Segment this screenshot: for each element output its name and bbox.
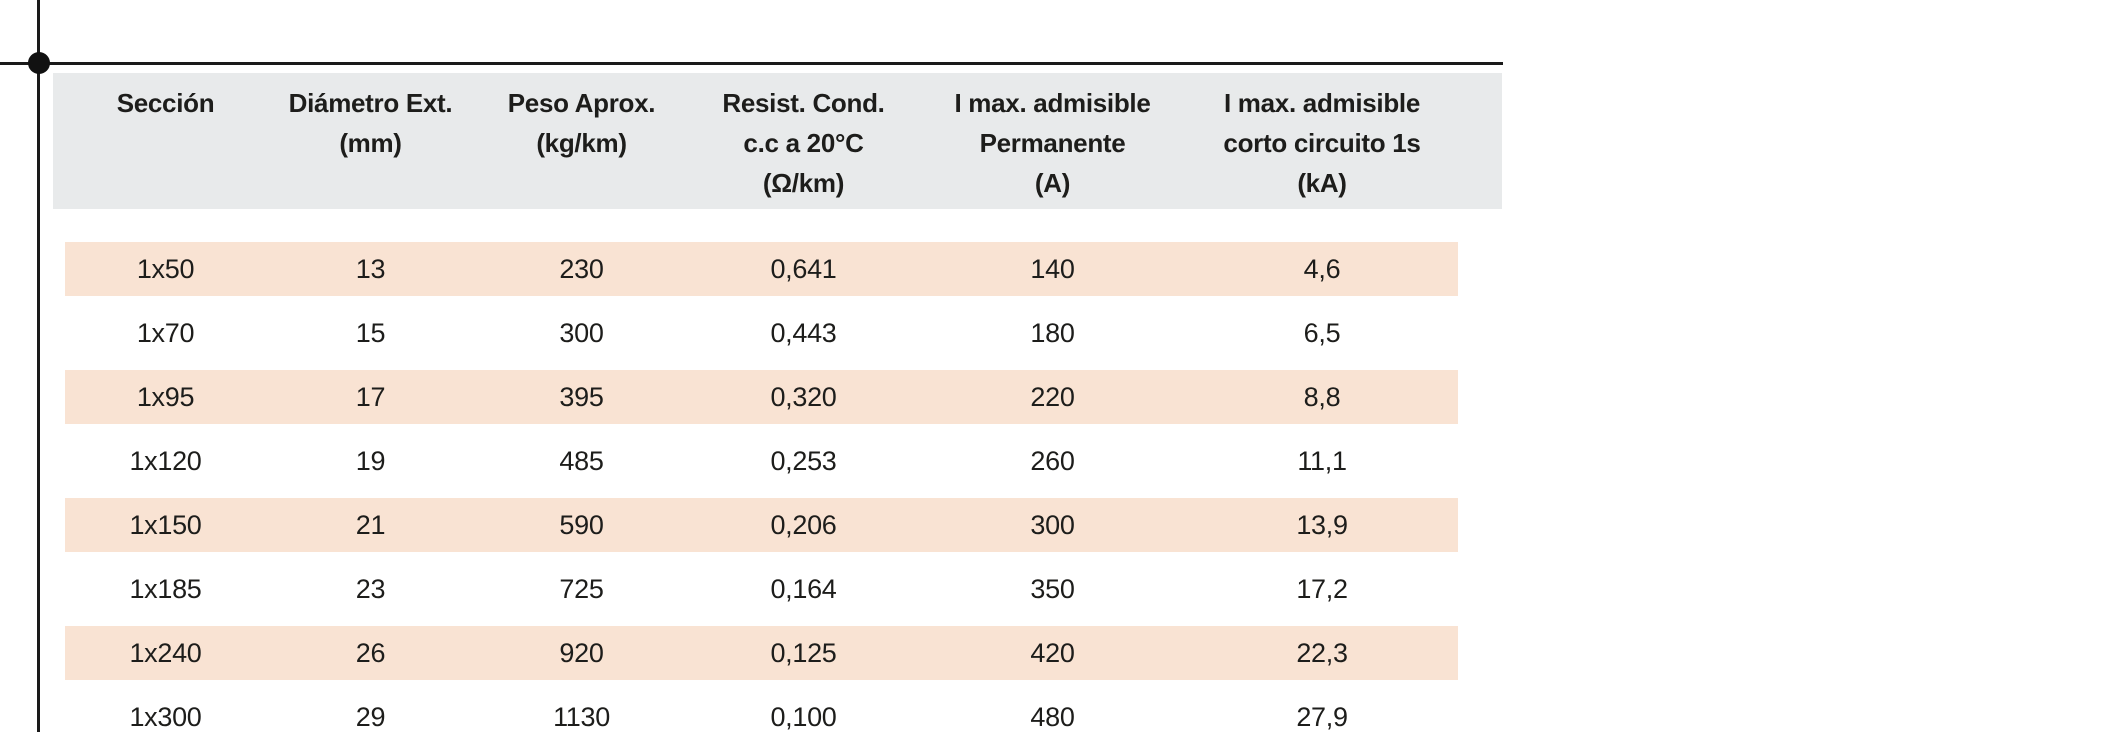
table-cell: 395 <box>559 381 604 412</box>
header-unit: (A) <box>1034 168 1071 198</box>
table-cell: 350 <box>1030 573 1075 604</box>
table-cell: 1x50 <box>136 253 195 284</box>
header-line: I max. admisible <box>1223 88 1421 118</box>
crop-line-vertical <box>37 0 40 732</box>
header-unit: (kA) <box>1297 168 1347 198</box>
header-cell-imax-permanente: I max. admisible Permanente (A) <box>919 83 1186 209</box>
header-line: Diámetro Ext. <box>288 88 453 118</box>
table-cell: 220 <box>1030 381 1075 412</box>
table-cell: 8,8 <box>1303 381 1341 412</box>
header-line: I max. admisible <box>954 88 1151 118</box>
table-cell: 17,2 <box>1296 573 1348 604</box>
table-cell: 0,641 <box>770 253 837 284</box>
table-cell: 1x150 <box>129 509 202 540</box>
table-cell: 230 <box>559 253 604 284</box>
table-cell: 480 <box>1030 701 1075 732</box>
table-cell: 1x70 <box>136 317 195 348</box>
table-cell: 260 <box>1030 445 1075 476</box>
header-line: Sección <box>116 88 215 118</box>
table-cell: 1130 <box>553 701 610 732</box>
table-cell: 1x240 <box>129 637 202 668</box>
header-cell-resistencia: Resist. Cond. c.c a 20°C (Ω/km) <box>688 83 919 209</box>
table-cell: 300 <box>559 317 604 348</box>
cable-spec-table: Sección Diámetro Ext. (mm) Peso Aprox. (… <box>53 73 1502 747</box>
crop-line-horizontal <box>0 62 1503 65</box>
table-cell: 1x120 <box>129 445 202 476</box>
table-cell: 1x300 <box>129 701 202 732</box>
registration-dot <box>28 52 50 74</box>
table-cell: 6,5 <box>1303 317 1341 348</box>
table-cell: 27,9 <box>1296 701 1348 732</box>
table-cell: 19 <box>355 445 386 476</box>
header-cell-seccion: Sección <box>65 83 266 209</box>
table-row: 1x50 13 230 0,641 140 4,6 <box>65 237 1458 301</box>
header-line: Resist. Cond. <box>722 88 885 118</box>
table-cell: 21 <box>355 509 386 540</box>
table-cell: 485 <box>559 445 604 476</box>
table-cell: 420 <box>1030 637 1075 668</box>
header-line: corto circuito 1s <box>1223 128 1421 158</box>
table-cell: 13,9 <box>1296 509 1348 540</box>
table-row: 1x120 19 485 0,253 260 11,1 <box>65 429 1458 493</box>
table-cell: 13 <box>355 253 386 284</box>
table-cell: 0,320 <box>770 381 837 412</box>
table-cell: 11,1 <box>1297 445 1347 476</box>
header-unit: (mm) <box>339 128 402 158</box>
table-cell: 920 <box>559 637 604 668</box>
table-cell: 300 <box>1030 509 1075 540</box>
table-cell: 0,206 <box>770 509 837 540</box>
table-cell: 140 <box>1030 253 1075 284</box>
table-cell: 23 <box>355 573 386 604</box>
table-row: 1x300 29 1130 0,100 480 27,9 <box>65 685 1458 747</box>
table-cell: 1x95 <box>136 381 195 412</box>
header-cell-diametro: Diámetro Ext. (mm) <box>266 83 475 209</box>
table-row: 1x240 26 920 0,125 420 22,3 <box>65 621 1458 685</box>
table-cell: 590 <box>559 509 604 540</box>
header-cell-imax-cortocircuito: I max. admisible corto circuito 1s (kA) <box>1186 83 1458 209</box>
header-line: Permanente <box>979 128 1126 158</box>
table-body: 1x50 13 230 0,641 140 4,6 1x70 15 300 0,… <box>65 237 1458 747</box>
header-cell-peso: Peso Aprox. (kg/km) <box>475 83 688 209</box>
table-cell: 0,253 <box>770 445 837 476</box>
table-cell: 0,443 <box>770 317 837 348</box>
table-cell: 0,100 <box>770 701 837 732</box>
table-header-row: Sección Diámetro Ext. (mm) Peso Aprox. (… <box>53 73 1502 209</box>
table-cell: 26 <box>355 637 386 668</box>
table-cell: 15 <box>355 317 386 348</box>
header-unit: (Ω/km) <box>762 168 845 198</box>
table-row: 1x150 21 590 0,206 300 13,9 <box>65 493 1458 557</box>
table-row: 1x70 15 300 0,443 180 6,5 <box>65 301 1458 365</box>
table-cell: 0,125 <box>770 637 837 668</box>
table-cell: 22,3 <box>1296 637 1348 668</box>
header-unit: (kg/km) <box>536 128 627 158</box>
table-cell: 0,164 <box>770 573 837 604</box>
header-line: Peso Aprox. <box>507 88 656 118</box>
table-row: 1x95 17 395 0,320 220 8,8 <box>65 365 1458 429</box>
table-cell: 4,6 <box>1303 253 1341 284</box>
table-cell: 180 <box>1030 317 1075 348</box>
table-cell: 17 <box>355 381 386 412</box>
table-row: 1x185 23 725 0,164 350 17,2 <box>65 557 1458 621</box>
header-line: c.c a 20°C <box>743 128 864 158</box>
table-cell: 29 <box>355 701 386 732</box>
table-cell: 1x185 <box>129 573 202 604</box>
table-cell: 725 <box>559 573 604 604</box>
